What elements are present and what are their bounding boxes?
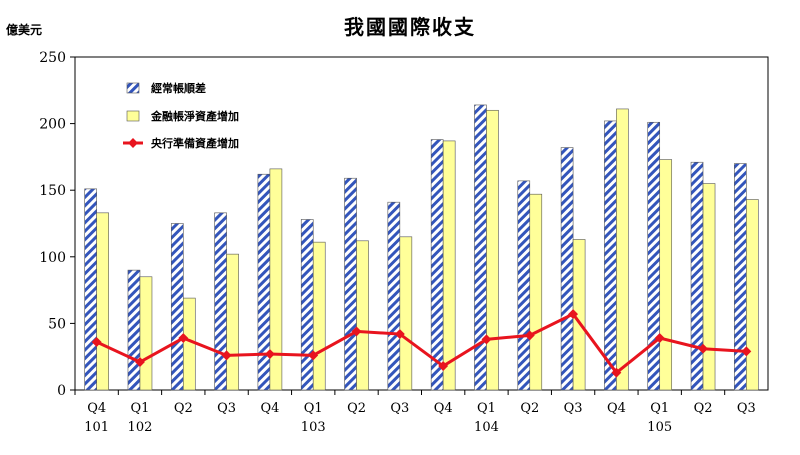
line-reserve-assets	[96, 312, 747, 375]
y-tick-label: 200	[39, 117, 66, 133]
point-reserve-assets	[654, 333, 665, 344]
bar-financial-account	[442, 140, 456, 391]
bar-current-account	[690, 161, 704, 391]
bar-current-account	[214, 212, 227, 391]
legend-label: 央行準備資產增加	[151, 136, 239, 150]
bar-financial-account	[659, 159, 673, 391]
x-tick-label-quarter: Q2	[347, 401, 366, 416]
bar-financial-account	[312, 241, 326, 391]
bar-financial-account	[96, 212, 109, 391]
x-tick-label-year: 105	[647, 420, 672, 435]
legend-label: 金融帳淨資產增加	[150, 109, 239, 123]
point-reserve-assets	[568, 309, 579, 320]
y-tick-label: 250	[39, 50, 66, 66]
x-tick-label-quarter: Q2	[174, 401, 193, 416]
x-tick-label-quarter: Q4	[434, 401, 453, 416]
y-axis-unit-label: 億美元	[6, 22, 42, 37]
point-reserve-assets	[698, 343, 708, 354]
y-tick-label: 50	[48, 316, 66, 332]
x-tick-label-quarter: Q4	[87, 401, 106, 416]
bar-current-account	[647, 121, 661, 391]
x-tick-label-quarter: Q2	[694, 401, 713, 416]
point-reserve-assets	[308, 350, 319, 361]
point-reserve-assets	[135, 357, 145, 367]
bar-financial-account	[269, 168, 283, 391]
bar-financial-account	[399, 236, 413, 391]
x-tick-label-year: 102	[128, 420, 153, 435]
bar-financial-account	[486, 109, 499, 391]
x-tick-label-quarter: Q3	[564, 401, 583, 416]
bar-current-account	[517, 180, 531, 391]
point-reserve-assets	[178, 333, 189, 344]
bar-financial-account	[529, 193, 543, 391]
bar-financial-account	[182, 297, 196, 391]
bar-current-account	[300, 219, 314, 391]
plot-area: 0 50 100 150 200 250 Q4 101 Q1 102 Q2 Q3 Q4 Q1 103 Q2 Q3…	[39, 50, 769, 435]
x-tick-label-quarter: Q3	[217, 401, 236, 416]
x-tick-label-quarter: Q3	[737, 401, 756, 416]
bar-financial-account	[746, 199, 759, 391]
bar-current-account	[734, 163, 747, 391]
point-reserve-assets	[741, 346, 752, 357]
point-reserve-assets	[264, 349, 275, 359]
bar-financial-account	[139, 276, 153, 391]
bar-current-account	[344, 177, 357, 391]
bar-current-account	[560, 147, 574, 391]
legend-label: 經常帳順差	[151, 81, 206, 95]
legend-swatch	[126, 110, 140, 122]
bar-financial-account	[356, 240, 369, 391]
y-tick-label: 150	[39, 183, 66, 199]
x-tick-label-quarter: Q4	[607, 401, 626, 416]
point-reserve-assets	[524, 330, 535, 341]
bar-current-account	[170, 223, 184, 391]
point-reserve-assets	[481, 334, 492, 345]
x-tick-label-year: 104	[474, 420, 499, 435]
point-reserve-assets	[221, 350, 232, 361]
bar-current-account	[257, 173, 271, 391]
bar-current-account	[387, 201, 401, 391]
legend-swatch	[126, 82, 140, 94]
legend-swatch-marker	[128, 138, 138, 148]
y-tick-label: 100	[39, 250, 66, 266]
y-tick-label: 0	[57, 383, 66, 399]
bar-current-account	[430, 139, 444, 391]
bar-financial-account	[616, 108, 629, 391]
point-reserve-assets	[438, 361, 449, 371]
x-tick-label-quarter: Q1	[131, 401, 150, 416]
x-tick-label-quarter: Q1	[304, 401, 323, 416]
bar-financial-account	[702, 183, 716, 391]
x-tick-label-quarter: Q4	[260, 401, 279, 416]
point-reserve-assets	[394, 329, 405, 340]
x-tick-label-quarter: Q1	[650, 401, 669, 416]
bar-current-account	[604, 120, 617, 391]
x-tick-label-quarter: Q2	[520, 401, 539, 416]
bar-financial-account	[226, 253, 239, 391]
x-tick-label-quarter: Q3	[390, 401, 409, 416]
point-reserve-assets	[611, 367, 622, 378]
bar-current-account	[127, 269, 141, 391]
bar-current-account	[84, 188, 97, 391]
point-reserve-assets	[351, 326, 362, 337]
x-tick-label-quarter: Q1	[477, 401, 496, 416]
x-tick-label-year: 101	[84, 420, 109, 435]
x-tick-label-year: 103	[301, 420, 326, 435]
chart-title: 我國國際收支	[344, 15, 476, 39]
